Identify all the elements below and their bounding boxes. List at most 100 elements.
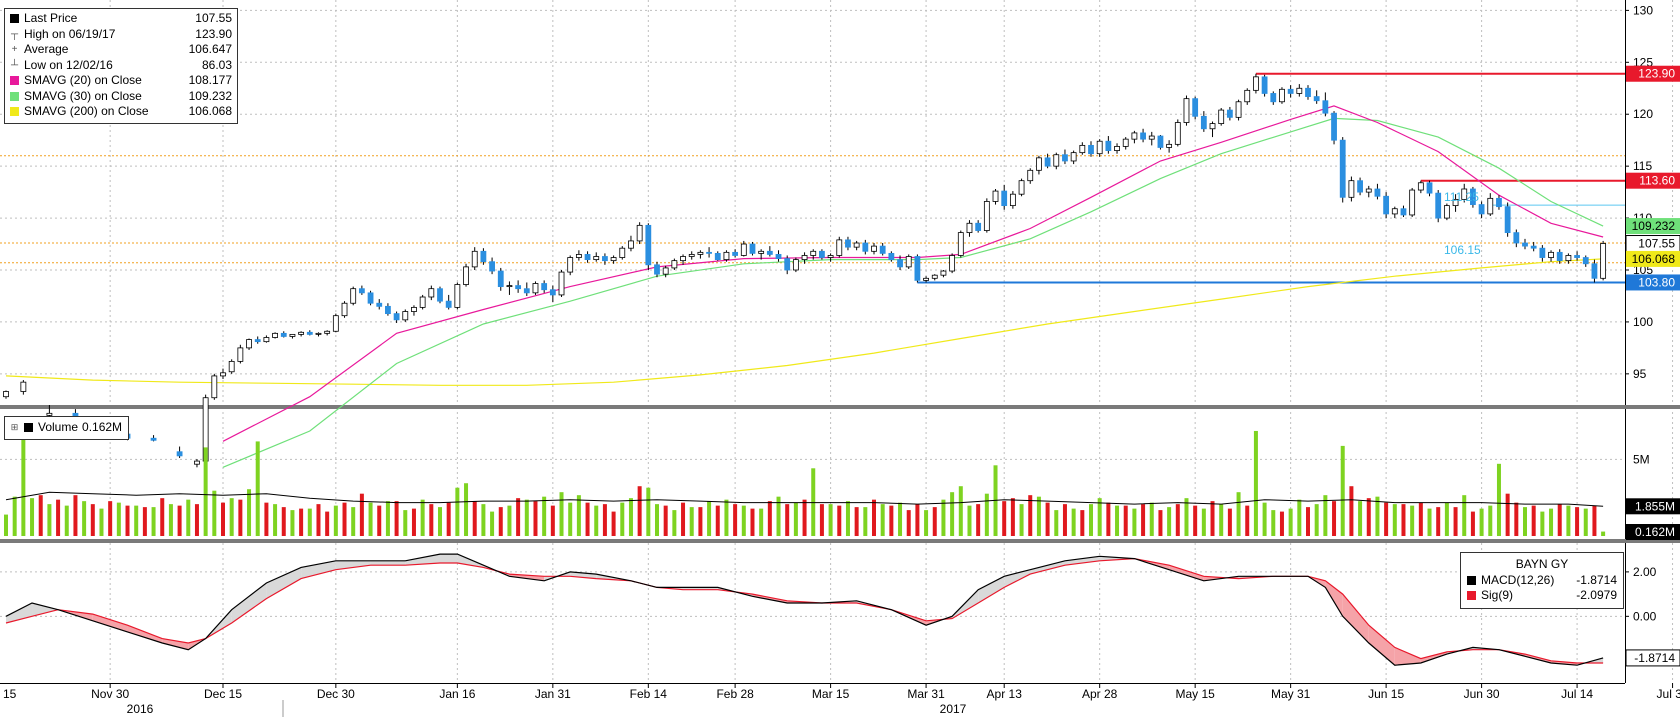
- macd-fill: [1004, 569, 1031, 588]
- candle: [1365, 188, 1372, 193]
- legend-row-high: ┬ High on 06/19/17 123.90: [10, 26, 232, 41]
- candle: [1331, 112, 1337, 141]
- volume-bar-down: [698, 507, 703, 536]
- volume-bar-up: [1488, 505, 1493, 536]
- candle: [220, 372, 226, 377]
- candle: [454, 284, 461, 308]
- volume-tag-last-bg: [1626, 524, 1680, 540]
- candle: [1426, 182, 1433, 194]
- volume-bar-down: [1505, 493, 1510, 536]
- grid-lines: [0, 0, 1674, 683]
- candle: [324, 330, 331, 334]
- volume-bar-down: [602, 504, 607, 536]
- candle: [1565, 255, 1572, 262]
- price-tick-label: 115: [1633, 159, 1652, 173]
- candle: [480, 250, 487, 263]
- candle: [975, 222, 982, 231]
- price-legend: Last Price 107.55 ┬ High on 06/19/17 123…: [4, 8, 238, 124]
- low-marker-icon: ┴: [10, 59, 19, 71]
- volume-bar-down: [1279, 511, 1284, 536]
- candle: [463, 266, 469, 285]
- candle: [306, 331, 313, 335]
- volume-bar-up: [30, 498, 35, 536]
- candle: [784, 258, 791, 271]
- candle: [923, 277, 929, 281]
- candle: [792, 259, 799, 271]
- candle: [1287, 88, 1294, 94]
- candle: [376, 302, 383, 307]
- candle: [1062, 154, 1068, 162]
- candle: [879, 245, 886, 254]
- candle: [575, 254, 582, 258]
- volume-bar-up: [420, 499, 425, 536]
- macd-fill: [440, 554, 458, 563]
- candle: [628, 240, 634, 249]
- volume-bar-down: [108, 501, 113, 536]
- candle: [280, 332, 287, 337]
- candle: [888, 252, 895, 261]
- volume-bar-down: [1349, 486, 1354, 536]
- volume-tag-avg-bg: [1626, 498, 1680, 515]
- volume-bar-up: [21, 422, 26, 536]
- x-tick-label: Jan 31: [535, 687, 571, 701]
- candle: [1435, 192, 1442, 219]
- price-tag-123.90: 123.90: [1638, 67, 1675, 81]
- volume-bar-down: [1080, 510, 1085, 536]
- macd-fill: [1368, 625, 1395, 666]
- volume-bar-up: [1201, 508, 1206, 536]
- x-tick-label: Feb 28: [716, 687, 754, 701]
- candle: [593, 256, 600, 261]
- macd-fill: [1342, 594, 1369, 643]
- volume-bar-up: [1262, 502, 1267, 536]
- candle: [1443, 205, 1450, 219]
- candle: [940, 270, 947, 276]
- volume-bar-down: [681, 502, 686, 536]
- candle: [393, 313, 400, 321]
- x-tick-label: Mar 15: [812, 687, 850, 701]
- volume-bar-up: [1523, 507, 1527, 536]
- candle: [1522, 242, 1528, 247]
- average-marker-icon: +: [11, 44, 18, 55]
- candle: [272, 332, 278, 338]
- candle: [228, 360, 235, 373]
- year-label: 2016: [127, 702, 154, 716]
- candle: [1053, 154, 1060, 167]
- candle: [176, 451, 183, 457]
- volume-bar-up: [620, 502, 625, 536]
- candle: [1009, 193, 1016, 207]
- expand-icon[interactable]: ⊞: [10, 422, 19, 432]
- candle: [194, 460, 200, 465]
- volume-bar-up: [1358, 501, 1363, 536]
- x-tick-label: Dec 15: [204, 687, 242, 701]
- candle: [1383, 195, 1390, 215]
- x-tick-label: Nov 30: [91, 687, 129, 701]
- price-tag-113.60-bg: [1626, 172, 1680, 189]
- candle: [853, 242, 860, 248]
- volume-bar-down: [715, 505, 720, 536]
- volume-series: [4, 422, 1606, 536]
- volume-bar-up: [628, 498, 633, 536]
- legend-row-signal: Sig(9) -2.0979: [1467, 588, 1617, 604]
- candle: [931, 274, 938, 279]
- macd-tick-label: 0.00: [1633, 609, 1657, 623]
- annotation-106.15: 106.15: [1444, 243, 1481, 257]
- candle: [1513, 232, 1520, 244]
- candle: [332, 315, 339, 332]
- signal-swatch-icon: [1467, 591, 1476, 601]
- volume-bar-up: [351, 507, 356, 536]
- volume-bar-down: [663, 505, 668, 536]
- volume-bar-down: [533, 501, 538, 536]
- candle: [541, 283, 548, 291]
- candle: [1591, 263, 1598, 279]
- x-tick-label: May 31: [1271, 687, 1311, 701]
- candle: [714, 252, 721, 261]
- volume-bar-down: [264, 502, 269, 536]
- x-tick-label: Feb 14: [630, 687, 668, 701]
- volume-bar-down: [325, 511, 330, 536]
- sma30-swatch-icon: [10, 91, 19, 101]
- volume-bar-up: [385, 501, 390, 536]
- volume-bar-down: [194, 504, 199, 536]
- volume-bar-up: [1297, 499, 1302, 536]
- volume-bar-up: [273, 504, 278, 536]
